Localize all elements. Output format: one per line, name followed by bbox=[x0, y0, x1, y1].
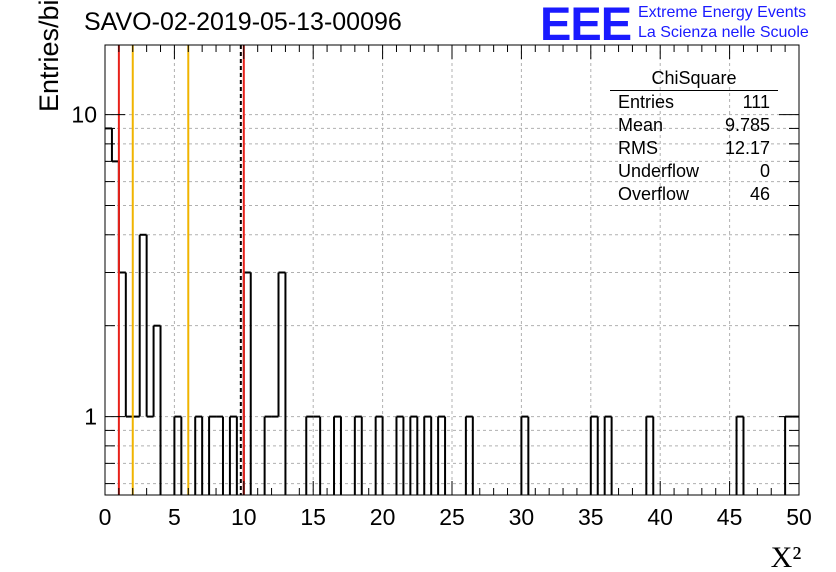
stats-label: RMS bbox=[618, 138, 658, 158]
stats-label: Entries bbox=[618, 92, 675, 112]
chart-title: SAVO-02-2019-05-13-00096 bbox=[84, 8, 402, 36]
stats-row: Overflow 46 bbox=[610, 183, 778, 206]
reference-lines bbox=[117, 45, 245, 495]
y-tick-label: 1 bbox=[84, 404, 97, 430]
x-tick-label: 45 bbox=[717, 504, 743, 530]
logo-line-1: Extreme Energy Events bbox=[638, 4, 807, 21]
grid bbox=[105, 45, 799, 495]
x-tick-label: 10 bbox=[231, 504, 257, 530]
stats-row: Underflow 0 bbox=[610, 160, 778, 183]
x-tick-label: 25 bbox=[439, 504, 465, 530]
stats-value: 111 bbox=[742, 92, 770, 112]
stats-value: 12.17 bbox=[724, 138, 770, 158]
x-tick-label: 15 bbox=[300, 504, 326, 530]
x-tick-label: 30 bbox=[509, 504, 535, 530]
x-tick-label: 0 bbox=[99, 504, 112, 530]
stats-row: RMS 12.17 bbox=[610, 137, 778, 160]
logo-line-2: La Scienza nelle Scuole bbox=[638, 24, 809, 41]
stats-label: Underflow bbox=[618, 161, 700, 181]
x-tick-label: 50 bbox=[786, 504, 812, 530]
x-tick-label: 5 bbox=[168, 504, 181, 530]
stats-title: ChiSquare bbox=[610, 66, 778, 91]
x-tick-label: 35 bbox=[578, 504, 604, 530]
stats-value: 9.785 bbox=[724, 115, 770, 135]
stats-box: ChiSquare Entries 111 Mean 9.785 RMS 12.… bbox=[610, 66, 778, 206]
y-axis-label: Entries/bin bbox=[34, 0, 64, 112]
x-tick-label: 40 bbox=[647, 504, 673, 530]
stats-row: Mean 9.785 bbox=[610, 114, 778, 137]
stats-label: Overflow bbox=[618, 184, 690, 204]
stats-row: Entries 111 bbox=[610, 91, 778, 114]
stats-value: 46 bbox=[749, 184, 770, 204]
stats-value: 0 bbox=[759, 161, 770, 181]
x-axis-label: X² bbox=[771, 541, 802, 572]
x-tick-label: 20 bbox=[370, 504, 396, 530]
stats-label: Mean bbox=[618, 115, 664, 135]
axis-ticks: 0 5 10 15 20 25 30 35 40 45 50 1 10 bbox=[71, 45, 812, 530]
y-tick-label: 10 bbox=[71, 102, 97, 128]
eee-logo-mark: EEE bbox=[540, 0, 632, 50]
